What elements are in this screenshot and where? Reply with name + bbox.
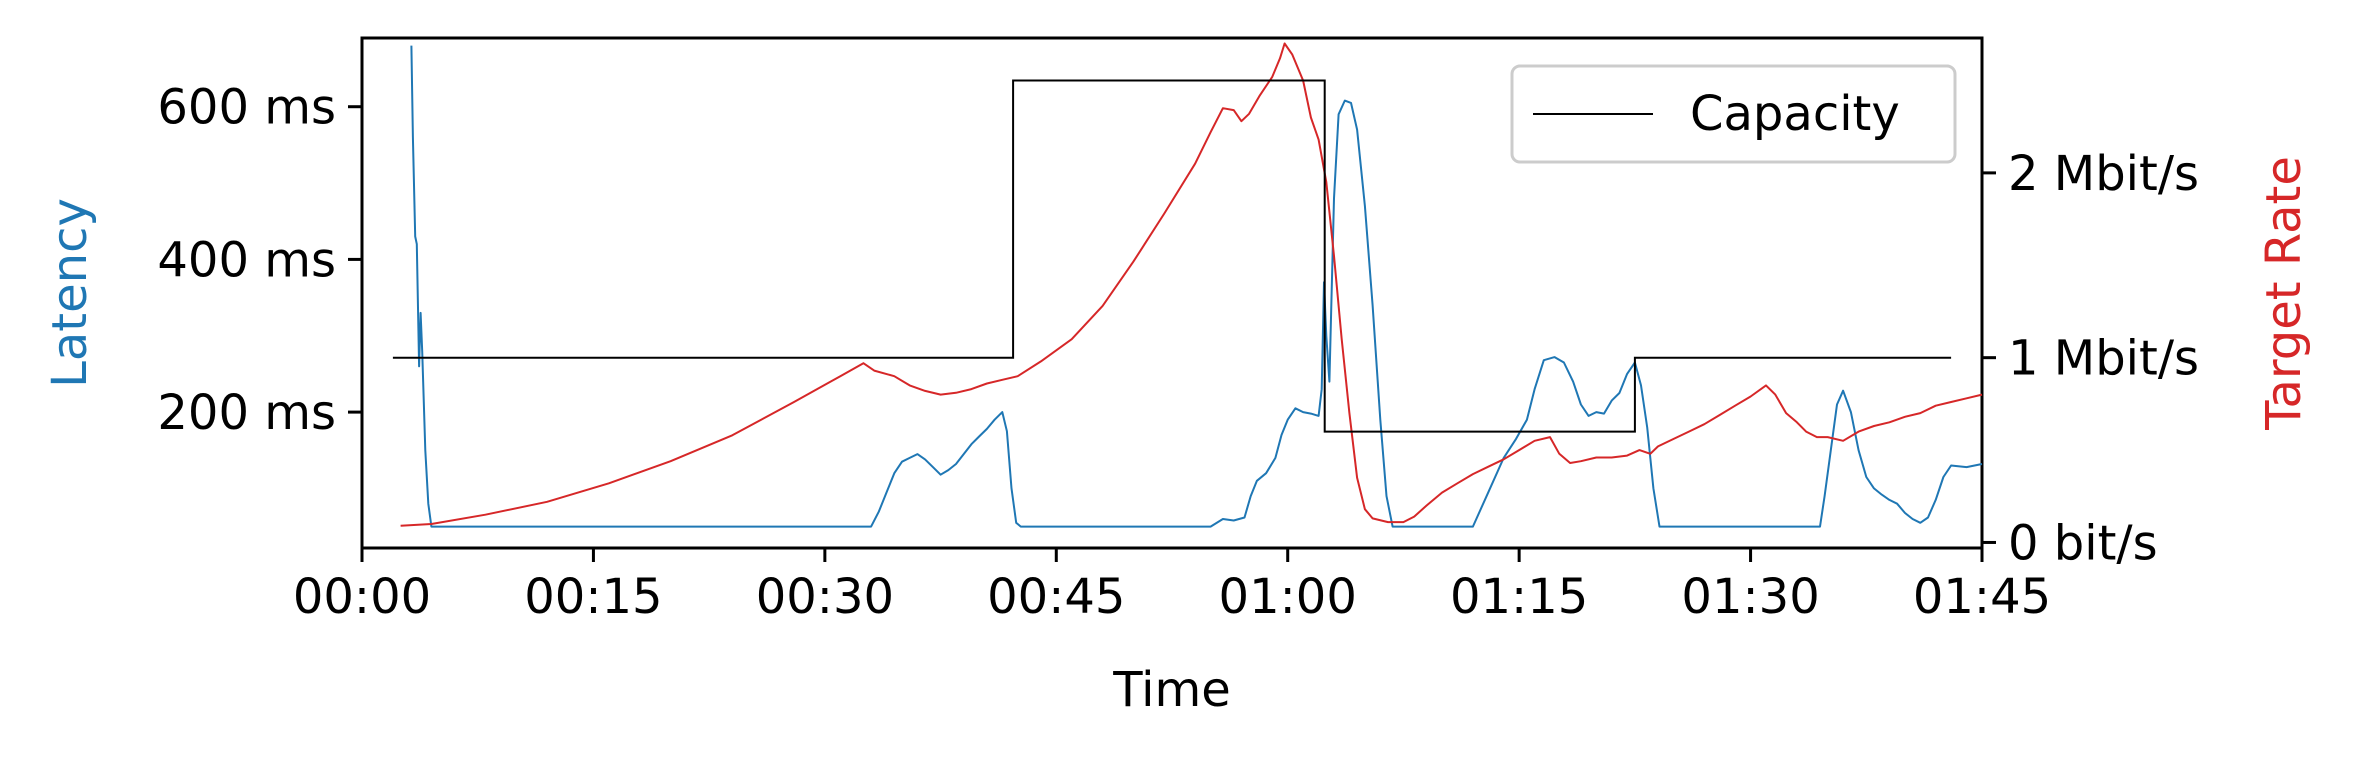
latency-series-line bbox=[410, 45, 1983, 528]
right-tick-label: 2 Mbit/s bbox=[2008, 146, 2199, 202]
series-layer bbox=[392, 42, 1983, 528]
left-tick-label: 200 ms bbox=[157, 385, 336, 441]
left-tick-label: 400 ms bbox=[157, 232, 336, 288]
x-tick-label: 00:15 bbox=[524, 569, 662, 625]
x-tick-label: 01:15 bbox=[1450, 569, 1588, 625]
legend-capacity-label: Capacity bbox=[1690, 86, 1900, 142]
legend: Capacity bbox=[1510, 64, 1957, 164]
left-axis-ticks: 200 ms 400 ms 600 ms bbox=[157, 80, 362, 441]
x-tick-label: 00:00 bbox=[293, 569, 431, 625]
x-tick-label: 01:30 bbox=[1681, 569, 1819, 625]
right-axis-ticks: 0 bit/s 1 Mbit/s 2 Mbit/s bbox=[1982, 146, 2199, 571]
right-tick-label: 0 bit/s bbox=[2008, 515, 2158, 571]
x-axis-ticks: 00:00 00:15 00:30 00:45 01:00 01:15 01:30 01:45 bbox=[293, 548, 2051, 625]
x-tick-label: 01:00 bbox=[1219, 569, 1357, 625]
x-tick-label: 00:30 bbox=[756, 569, 894, 625]
left-tick-label: 600 ms bbox=[157, 80, 336, 136]
left-axis-title: Latency bbox=[42, 198, 98, 388]
right-axis-title: Target Rate bbox=[2256, 156, 2312, 431]
x-tick-label: 00:45 bbox=[987, 569, 1125, 625]
x-axis-title: Time bbox=[1112, 662, 1230, 718]
target-rate-series-line bbox=[400, 42, 1983, 527]
capacity-series-line bbox=[392, 79, 1952, 433]
legend-box bbox=[1510, 64, 1957, 164]
x-tick-label: 01:45 bbox=[1913, 569, 2051, 625]
plot-area-frame bbox=[360, 36, 1984, 550]
right-tick-label: 1 Mbit/s bbox=[2008, 331, 2199, 387]
